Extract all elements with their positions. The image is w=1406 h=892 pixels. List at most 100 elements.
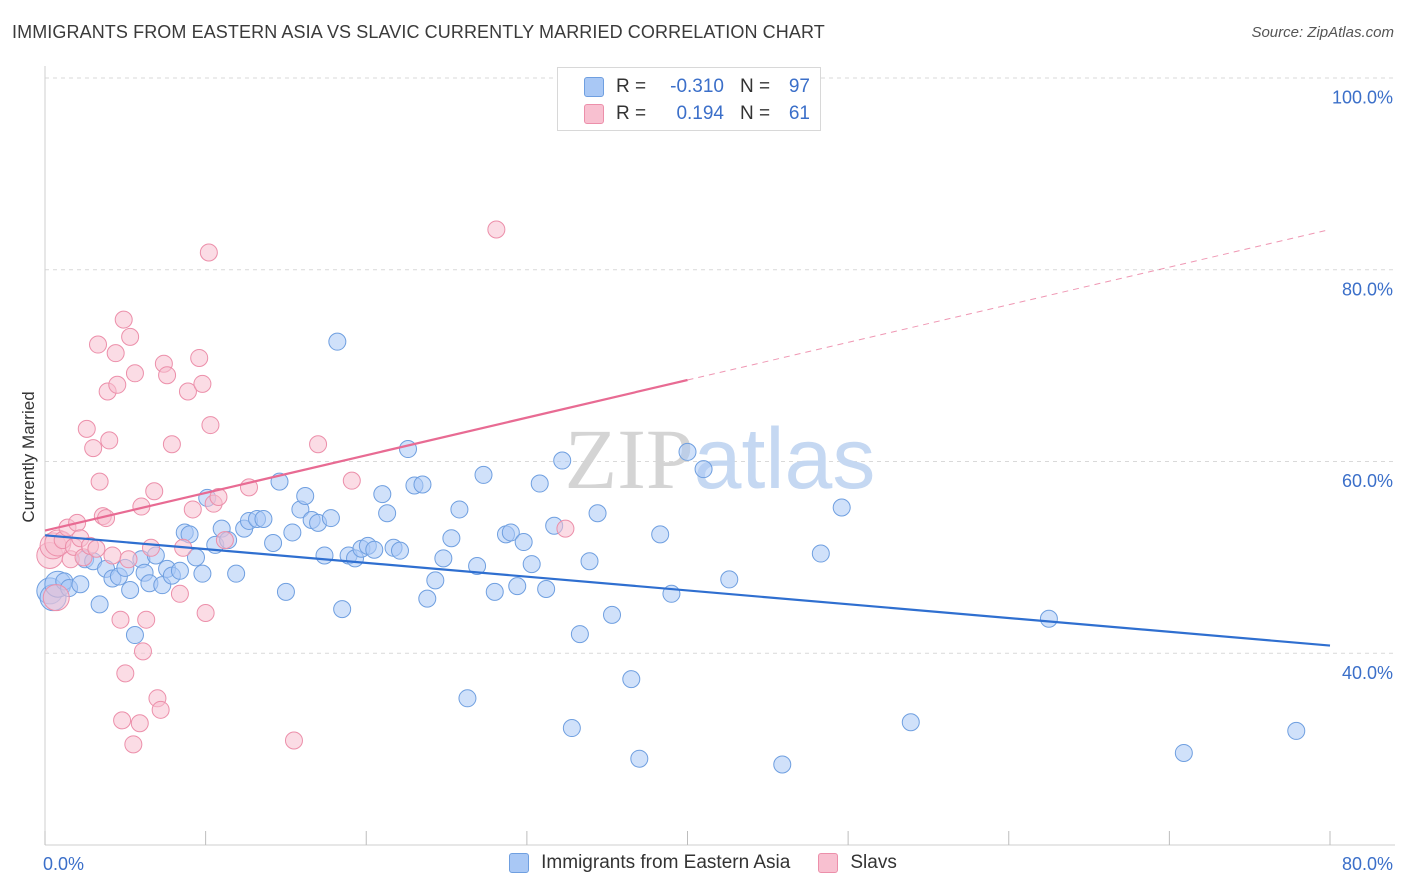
point-slavs: [158, 366, 177, 385]
y-tick-label: 40.0%: [1342, 663, 1393, 683]
point-eastern-asia: [811, 544, 830, 563]
point-eastern-asia: [227, 564, 246, 583]
point-eastern-asia: [530, 474, 549, 493]
point-eastern-asia: [193, 564, 212, 583]
point-slavs: [116, 664, 135, 683]
point-eastern-asia: [522, 555, 541, 574]
point-eastern-asia: [328, 332, 347, 351]
point-eastern-asia: [71, 575, 90, 594]
series-swatch-slavs: [818, 853, 839, 873]
trend-line-eastern-asia: [44, 534, 1331, 647]
legend-swatch-eastern-asia: [584, 77, 604, 97]
point-slavs: [162, 435, 181, 454]
point-eastern-asia: [450, 500, 469, 519]
point-slavs: [215, 531, 234, 550]
point-slavs: [89, 335, 108, 354]
point-slavs: [77, 419, 96, 438]
legend-n-label: N =: [740, 76, 771, 97]
point-eastern-asia: [501, 523, 520, 542]
point-eastern-asia: [315, 546, 334, 565]
point-slavs: [170, 584, 189, 603]
point-eastern-asia: [458, 689, 477, 708]
point-slavs: [87, 539, 106, 558]
point-eastern-asia: [474, 465, 493, 484]
point-slavs: [284, 731, 303, 750]
x-tick-label: 80.0%: [1342, 854, 1393, 874]
point-slavs: [130, 714, 149, 733]
point-eastern-asia: [378, 504, 397, 523]
point-eastern-asia: [276, 582, 295, 601]
gridlines: [45, 77, 1395, 654]
point-eastern-asia: [390, 541, 409, 560]
y-axis-label: Currently Married: [19, 391, 38, 522]
point-slavs: [106, 344, 125, 363]
point-slavs: [151, 700, 170, 719]
point-slavs: [193, 374, 212, 393]
data-points: [36, 220, 1306, 774]
point-eastern-asia: [485, 582, 504, 601]
point-slavs: [113, 711, 132, 730]
source-label: Source: ZipAtlas.com: [1251, 24, 1394, 41]
point-eastern-asia: [562, 719, 581, 738]
point-slavs: [178, 382, 197, 401]
point-slavs: [100, 431, 119, 450]
watermark: ZIPatlas: [565, 411, 876, 507]
point-eastern-asia: [1039, 609, 1058, 628]
point-slavs: [119, 550, 138, 569]
point-slavs: [124, 735, 143, 754]
point-slavs: [487, 220, 506, 239]
point-eastern-asia: [901, 713, 920, 732]
point-eastern-asia: [588, 504, 607, 523]
legend-n-label: N =: [740, 103, 771, 124]
point-eastern-asia: [90, 595, 109, 614]
point-slavs: [121, 327, 140, 346]
legend-r-value: -0.310: [670, 76, 724, 97]
legend-n-value: 61: [788, 103, 810, 124]
point-slavs: [145, 482, 164, 501]
point-eastern-asia: [832, 498, 851, 517]
point-eastern-asia: [773, 755, 792, 774]
point-slavs: [111, 610, 130, 629]
point-eastern-asia: [720, 570, 739, 589]
point-eastern-asia: [442, 529, 461, 548]
point-eastern-asia: [570, 625, 589, 644]
trend-line-slavs-extension: [687, 228, 1331, 381]
point-slavs: [342, 471, 361, 490]
point-eastern-asia: [603, 605, 622, 624]
point-eastern-asia: [373, 485, 392, 504]
trend-lines: [44, 228, 1331, 647]
point-eastern-asia: [254, 510, 273, 529]
trend-line-slavs: [44, 378, 688, 532]
point-eastern-asia: [264, 533, 283, 552]
series-legend-eastern-asia: Immigrants from Eastern Asia: [509, 852, 790, 874]
point-slavs: [183, 500, 202, 519]
point-slavs: [209, 487, 228, 506]
watermark-atlas: atlas: [694, 411, 876, 507]
series-legend: Immigrants from Eastern Asia Slavs: [0, 852, 1406, 874]
point-slavs: [84, 439, 103, 458]
legend-r-label: R =: [616, 103, 647, 124]
point-eastern-asia: [413, 475, 432, 494]
point-eastern-asia: [514, 533, 533, 552]
series-label-slavs: Slavs: [850, 852, 897, 873]
point-slavs: [108, 375, 127, 394]
point-slavs: [90, 472, 109, 491]
point-eastern-asia: [1174, 743, 1193, 762]
series-label-eastern-asia: Immigrants from Eastern Asia: [541, 852, 791, 873]
point-slavs: [190, 348, 209, 367]
point-slavs: [103, 546, 122, 565]
point-eastern-asia: [125, 626, 144, 645]
point-eastern-asia: [678, 442, 697, 461]
chart-title: IMMIGRANTS FROM EASTERN ASIA VS SLAVIC C…: [12, 22, 825, 42]
point-slavs: [556, 519, 575, 538]
point-eastern-asia: [283, 523, 302, 542]
point-eastern-asia: [580, 552, 599, 571]
tick-labels: 100.0% 80.0% 60.0% 40.0% 0.0% 80.0%: [43, 88, 1393, 875]
point-eastern-asia: [365, 540, 384, 559]
point-eastern-asia: [468, 557, 487, 576]
legend: R = -0.310 N = 97 R = 0.194 N = 61: [557, 67, 821, 131]
point-eastern-asia: [508, 577, 527, 596]
legend-row-slavs: R = 0.194 N = 61: [584, 101, 810, 127]
legend-r-value: 0.194: [676, 103, 724, 124]
